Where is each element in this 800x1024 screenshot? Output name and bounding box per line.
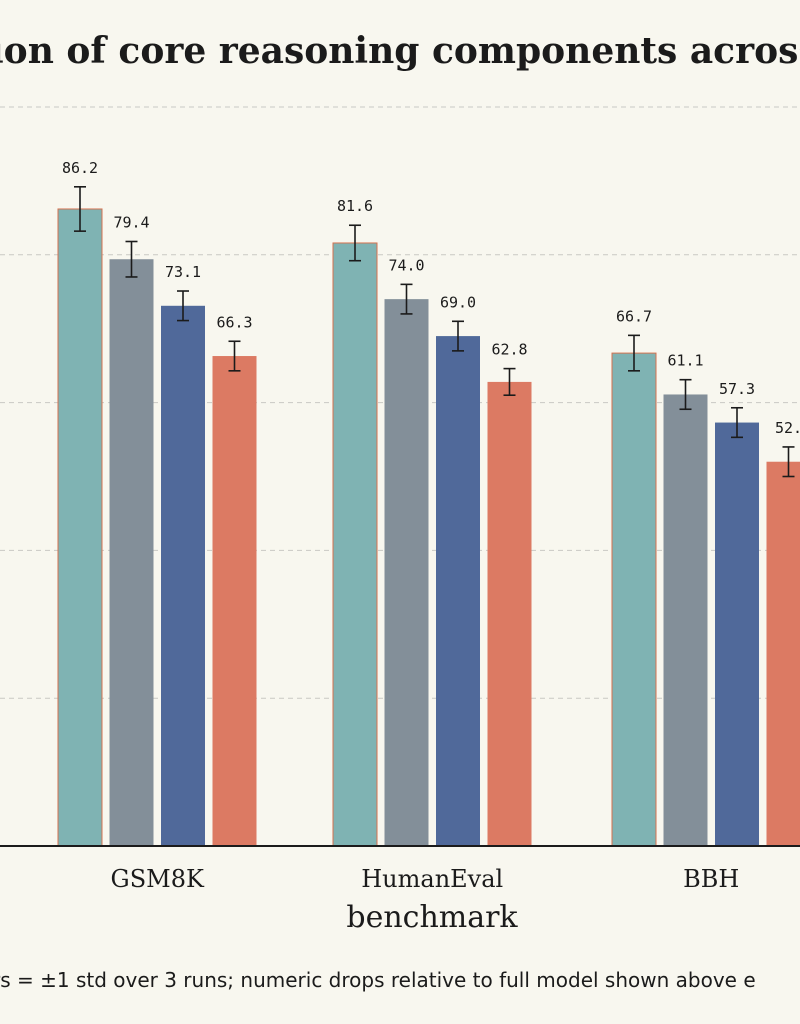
bars bbox=[57, 208, 800, 847]
data-label: 73.1 bbox=[165, 263, 201, 281]
bar-humaneval-3 bbox=[487, 381, 532, 846]
bar-humaneval-2 bbox=[436, 336, 480, 846]
bar-gsm8k-2 bbox=[161, 305, 205, 846]
data-label: 57.3 bbox=[719, 380, 755, 398]
data-label: 86.2 bbox=[62, 159, 98, 177]
bar-bbh-3 bbox=[766, 461, 800, 846]
bar-gsm8k-0 bbox=[57, 208, 103, 847]
error-bars bbox=[74, 186, 795, 478]
data-label: 69.0 bbox=[440, 293, 476, 311]
data-label: 52. bbox=[775, 419, 800, 437]
x-tick-label: GSM8K bbox=[111, 865, 205, 893]
x-axis-label: benchmark bbox=[346, 900, 518, 935]
data-label: 62.8 bbox=[491, 341, 527, 359]
bar-humaneval-1 bbox=[384, 299, 429, 846]
x-tick-label: BBH bbox=[683, 865, 739, 893]
data-label: 74.0 bbox=[388, 256, 424, 274]
bar-bbh-1 bbox=[663, 394, 708, 846]
data-label: 79.4 bbox=[113, 213, 149, 231]
data-label: 66.3 bbox=[216, 313, 252, 331]
bar-gsm8k-1 bbox=[109, 259, 154, 846]
data-label: 61.1 bbox=[667, 352, 703, 370]
bar-humaneval-0 bbox=[332, 242, 378, 847]
chart-title: ion of core reasoning components across … bbox=[0, 30, 800, 72]
chart-caption: rs = ±1 std over 3 runs; numeric drops r… bbox=[0, 968, 756, 992]
data-labels: 86.2 79.4 73.1 66.3 81.6 74.0 69.0 62.8 66.7 61.1… bbox=[62, 159, 800, 437]
bar-gsm8k-3 bbox=[212, 356, 257, 846]
data-label: 66.7 bbox=[616, 307, 652, 325]
bar-bbh-0 bbox=[611, 352, 657, 847]
x-tick-label: HumanEval bbox=[361, 865, 503, 893]
x-tick-labels: GSM8K HumanEval BBH bbox=[111, 865, 740, 893]
data-label: 81.6 bbox=[337, 197, 373, 215]
bar-bbh-2 bbox=[715, 422, 759, 846]
